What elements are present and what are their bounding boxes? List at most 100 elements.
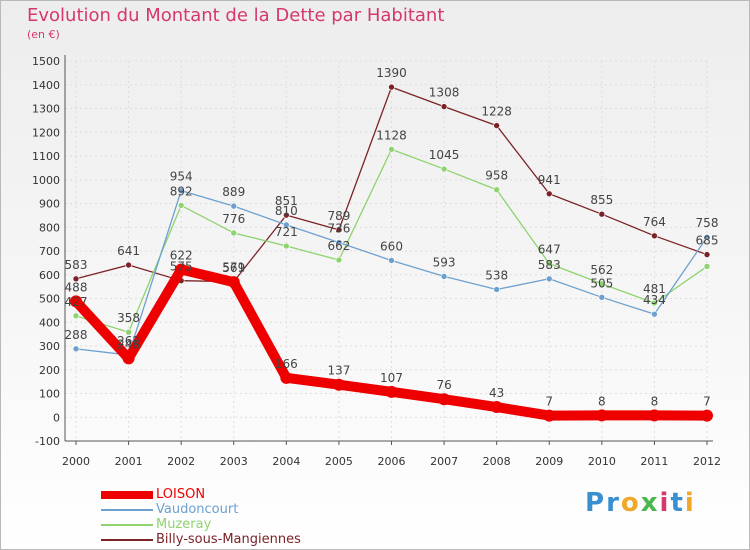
y-tick-label: 600 <box>39 269 60 282</box>
legend-swatch <box>101 509 153 511</box>
value-label-loison: 8 <box>598 394 606 408</box>
value-label-muzeray: 427 <box>65 295 88 309</box>
y-tick-label: 700 <box>39 245 60 258</box>
y-tick-label: 1300 <box>32 103 60 116</box>
y-tick-label: 500 <box>39 293 60 306</box>
data-point-vaudoncourt <box>72 345 80 353</box>
y-tick-label: 1100 <box>32 150 60 163</box>
data-point-billy-sous-mangiennes <box>703 251 711 258</box>
value-label-billy-sous-mangiennes: 1390 <box>376 66 407 80</box>
data-point-billy-sous-mangiennes <box>283 211 290 219</box>
x-tick-label: 2002 <box>167 455 195 468</box>
y-tick-label: 1200 <box>32 126 60 139</box>
data-point-muzeray <box>598 280 606 288</box>
value-label-loison: 569 <box>222 261 245 275</box>
y-tick-label: 1000 <box>32 174 60 187</box>
logo-letter: i <box>659 488 671 518</box>
value-label-billy-sous-mangiennes: 575 <box>170 260 193 274</box>
data-point-loison <box>438 393 451 406</box>
value-label-vaudoncourt: 593 <box>433 255 456 269</box>
value-label-billy-sous-mangiennes: 1308 <box>429 86 460 100</box>
data-point-billy-sous-mangiennes <box>493 122 500 129</box>
value-label-loison: 7 <box>703 395 711 409</box>
value-label-vaudoncourt: 288 <box>65 328 88 342</box>
value-label-loison: 488 <box>65 280 88 294</box>
data-point-loison <box>385 385 398 398</box>
x-tick-label: 2008 <box>483 455 511 468</box>
value-label-vaudoncourt: 810 <box>275 204 298 218</box>
data-point-muzeray <box>177 202 185 209</box>
unit-label: (en €) <box>27 28 60 41</box>
data-point-muzeray <box>125 328 132 336</box>
x-tick-label: 2004 <box>272 455 300 468</box>
data-point-muzeray <box>440 165 448 173</box>
logo-letter: t <box>670 488 685 518</box>
x-tick-label: 2009 <box>535 455 563 468</box>
value-label-vaudoncourt: 758 <box>696 216 719 230</box>
data-point-billy-sous-mangiennes <box>440 103 448 110</box>
data-point-vaudoncourt <box>440 273 448 280</box>
y-tick-label: 200 <box>39 364 60 377</box>
y-tick-label: 800 <box>39 221 60 234</box>
x-tick-label: 2000 <box>62 455 90 468</box>
legend-label: Vaudoncourt <box>156 502 239 517</box>
value-label-muzeray: 647 <box>538 243 561 257</box>
value-label-vaudoncourt: 583 <box>538 258 561 272</box>
value-label-billy-sous-mangiennes: 685 <box>696 234 719 248</box>
data-point-vaudoncourt <box>545 275 553 283</box>
data-point-vaudoncourt <box>493 286 500 293</box>
y-tick-label: 0 <box>53 411 60 424</box>
data-point-billy-sous-mangiennes <box>72 275 80 283</box>
logo-letter: o <box>620 488 641 518</box>
value-label-vaudoncourt: 954 <box>170 170 193 184</box>
data-point-vaudoncourt <box>598 294 606 301</box>
axes <box>64 55 713 445</box>
y-tick-label: 1500 <box>32 55 60 68</box>
legend-swatch <box>101 524 153 526</box>
value-label-billy-sous-mangiennes: 855 <box>590 193 613 207</box>
value-label-muzeray: 958 <box>485 169 508 183</box>
value-label-muzeray: 481 <box>643 282 666 296</box>
x-tick-label: 2006 <box>378 455 406 468</box>
legend-label: LOISON <box>156 487 206 502</box>
value-label-billy-sous-mangiennes: 764 <box>643 215 666 229</box>
data-point-loison <box>122 352 135 365</box>
data-point-loison <box>280 371 293 384</box>
data-point-loison <box>70 295 82 308</box>
logo-letter: i <box>684 488 696 518</box>
value-label-muzeray: 776 <box>222 212 245 226</box>
value-label-loison: 166 <box>275 357 298 371</box>
value-label-billy-sous-mangiennes: 851 <box>275 194 298 208</box>
x-tick-label: 2001 <box>115 455 143 468</box>
data-point-vaudoncourt <box>230 202 238 210</box>
value-label-billy-sous-mangiennes: 641 <box>117 244 140 258</box>
data-point-billy-sous-mangiennes <box>388 83 395 91</box>
value-label-loison: 43 <box>489 386 504 400</box>
data-point-vaudoncourt <box>177 187 185 194</box>
data-point-muzeray <box>703 263 711 270</box>
value-label-loison: 8 <box>651 394 659 408</box>
x-tick-label: 2005 <box>325 455 353 468</box>
data-point-muzeray <box>283 242 290 250</box>
data-point-loison <box>648 409 661 422</box>
proxiti-logo: Proxiti <box>585 488 696 518</box>
data-point-vaudoncourt <box>335 239 343 246</box>
data-point-vaudoncourt <box>283 221 290 229</box>
value-label-loison: 107 <box>380 371 403 385</box>
data-point-billy-sous-mangiennes <box>651 232 658 240</box>
value-label-vaudoncourt: 736 <box>327 221 350 235</box>
value-label-loison: 76 <box>436 378 451 392</box>
data-point-loison <box>175 263 188 276</box>
value-label-loison: 137 <box>327 364 350 378</box>
value-label-muzeray: 662 <box>327 239 350 253</box>
x-tick-label: 2007 <box>430 455 458 468</box>
data-point-muzeray <box>545 260 553 267</box>
data-point-loison <box>332 378 345 391</box>
data-point-loison <box>701 409 713 422</box>
legend-label: Billy-sous-Mangiennes <box>156 532 301 547</box>
data-point-vaudoncourt <box>388 257 395 264</box>
y-tick-label: 400 <box>39 316 60 329</box>
x-axis-ticks: 2000 2001 2002 2003 2004 2005 2006 2007 2008 2009… <box>62 455 721 468</box>
